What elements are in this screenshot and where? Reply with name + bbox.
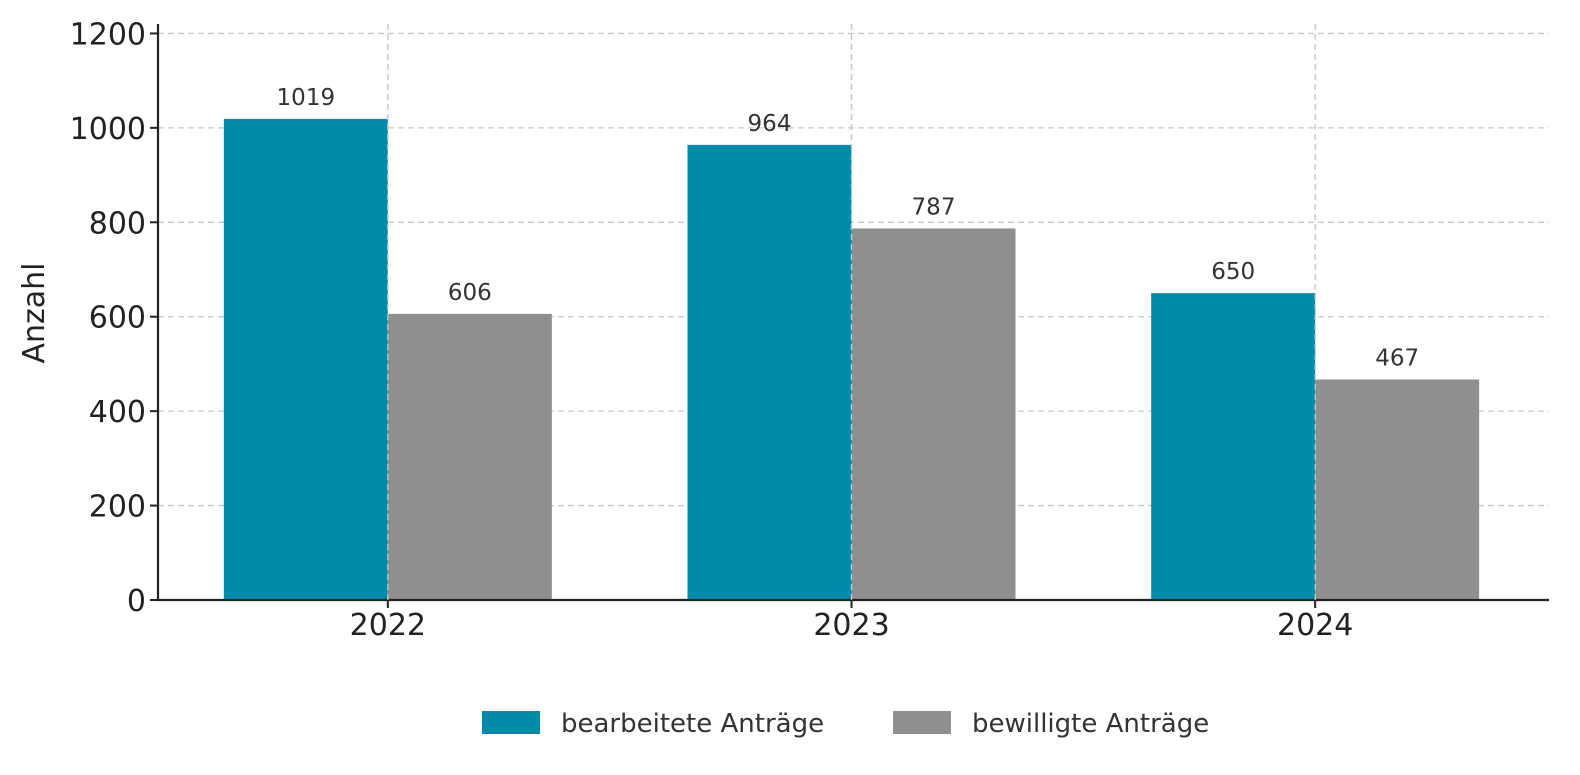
data-label: 964 — [748, 111, 792, 137]
data-label: 1019 — [277, 85, 336, 111]
x-tick-label: 2022 — [350, 608, 426, 643]
labels-layer: 1019 964 650 606 787 467 — [277, 24, 1419, 600]
bar — [687, 144, 852, 600]
data-label: 467 — [1375, 346, 1419, 372]
y-tick-label: 600 — [89, 301, 146, 336]
y-tick-label: 0 — [127, 584, 146, 619]
y-axis-title: Anzahl — [17, 262, 52, 363]
y-tick-label: 1200 — [70, 17, 146, 52]
data-label: 606 — [448, 280, 492, 306]
bar — [223, 118, 388, 600]
bar — [1151, 293, 1316, 600]
x-tick-label: 2024 — [1277, 608, 1353, 643]
data-label: 787 — [912, 194, 956, 220]
legend: bearbeitete Anträge bewilligte Anträge — [482, 709, 1209, 739]
ticks-layer: 0 200 400 600 800 1000 1200 2022 2023 2024 — [70, 17, 1354, 643]
x-tick-label: 2023 — [813, 608, 889, 643]
data-label: 650 — [1211, 259, 1255, 285]
bar — [1315, 379, 1480, 600]
legend-label: bewilligte Anträge — [972, 709, 1209, 739]
y-tick-label: 200 — [89, 490, 146, 525]
bar — [851, 228, 1016, 600]
bar — [387, 313, 552, 600]
legend-swatch — [893, 711, 951, 734]
y-tick-label: 800 — [89, 206, 146, 241]
legend-label: bearbeitete Anträge — [561, 709, 824, 739]
legend-swatch — [482, 711, 540, 734]
y-tick-label: 400 — [89, 395, 146, 430]
axes-layer — [156, 24, 1549, 602]
y-tick-label: 1000 — [70, 112, 146, 147]
bars-layer — [223, 118, 1480, 600]
